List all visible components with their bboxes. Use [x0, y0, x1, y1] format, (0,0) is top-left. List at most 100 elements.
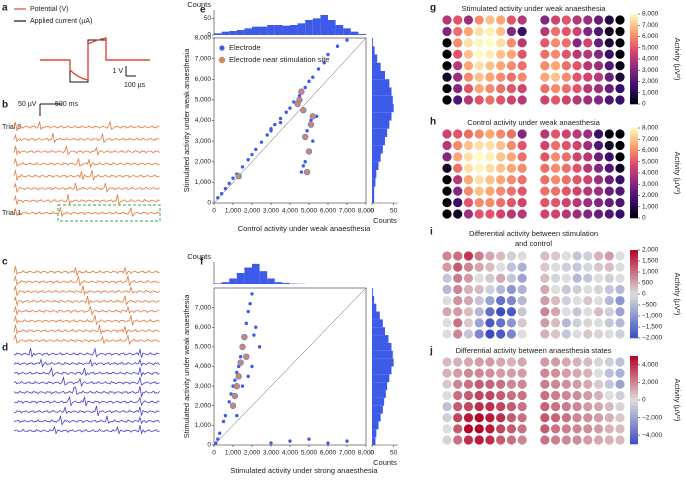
colorbar-segment	[630, 38, 638, 42]
colorbar-segment	[630, 305, 638, 309]
colorbar-tick-label: 8,000	[642, 11, 659, 18]
colorbar-segment	[630, 417, 638, 421]
electrode-dot	[463, 197, 474, 208]
electrode-dot	[615, 273, 625, 283]
data-point	[238, 354, 243, 359]
x-tick-label: 3,000	[263, 208, 280, 215]
electrode-dot	[496, 379, 506, 389]
electrode-dot	[540, 401, 550, 412]
electrode-dot	[453, 175, 463, 185]
data-point	[322, 61, 326, 65]
y-axis-label: Counts	[187, 0, 211, 9]
electrode-dot	[550, 129, 561, 139]
electrode-dot	[550, 72, 561, 82]
electrode-dot	[496, 209, 506, 219]
electrode-dot	[474, 38, 484, 48]
electrode-dot	[463, 307, 474, 317]
data-point	[303, 85, 307, 90]
electrode-dot	[561, 72, 571, 82]
electrode-dot	[561, 307, 571, 317]
data-point	[246, 157, 250, 162]
electrode-dot	[572, 251, 582, 261]
trace	[13, 333, 160, 346]
electrode-dot	[442, 390, 452, 401]
histogram-bar	[372, 145, 383, 154]
electrode-dot	[517, 186, 527, 196]
electrode-dot	[506, 95, 517, 105]
colorbar-segment	[630, 182, 638, 186]
electrode-dot	[550, 152, 561, 162]
colorbar-segment	[630, 317, 638, 321]
colorbar-segment	[630, 173, 638, 177]
electrode-dot	[583, 368, 593, 378]
electrode-dot	[604, 329, 614, 339]
electrode-dot	[506, 140, 517, 151]
electrode-dot	[453, 49, 463, 59]
colorbar-segment	[630, 197, 638, 201]
histogram-bar	[372, 327, 385, 336]
electrode-dot	[463, 163, 474, 173]
colorbar-segment	[630, 273, 638, 277]
colorbar-segment	[630, 53, 638, 57]
colorbar-segment	[630, 441, 638, 445]
histogram-bar	[372, 350, 393, 359]
electrode-dot	[540, 26, 550, 37]
electrode-dot	[583, 95, 593, 105]
electrode-dot	[593, 95, 604, 105]
colorbar-segment	[630, 367, 638, 371]
electrode-dot	[561, 390, 571, 401]
colorbar-segment	[630, 65, 638, 69]
colorbar-tick-label: 0	[642, 397, 646, 404]
electrode-dot	[615, 262, 625, 272]
histogram-bar	[259, 271, 268, 284]
colorbar-segment	[630, 56, 638, 60]
electrode-dot	[453, 152, 463, 162]
histogram-bar	[372, 54, 378, 63]
electrode-dot	[550, 262, 561, 272]
electrode-dot	[550, 175, 561, 185]
colorbar-tick-label: 6,000	[642, 33, 659, 40]
electrode-dot	[583, 61, 593, 71]
electrode-dot	[453, 186, 463, 196]
trial-label: Trial 8	[2, 124, 21, 131]
histogram-bar	[372, 421, 379, 430]
colorbar-segment	[630, 206, 638, 210]
histogram-bar	[372, 194, 375, 203]
electrode-dot	[496, 390, 506, 401]
electrode-dot	[615, 295, 625, 306]
electrode-dot	[485, 49, 495, 59]
electrode-dot	[550, 329, 561, 339]
electrode-dot	[517, 401, 527, 412]
electrode-dot	[540, 379, 550, 389]
electrode-dot	[517, 49, 527, 59]
histogram-bar	[335, 25, 344, 35]
electrode-dot	[485, 95, 495, 105]
colorbar-segment	[630, 296, 638, 301]
colorbar-segment	[630, 167, 638, 171]
histogram-bar	[372, 186, 375, 195]
colorbar-segment	[630, 302, 638, 307]
data-point	[231, 392, 239, 400]
data-point	[294, 100, 301, 108]
y-tick-label: 0	[207, 32, 211, 39]
electrode-dot	[506, 129, 517, 139]
histogram-bar	[312, 18, 321, 35]
data-point	[254, 147, 258, 152]
colorbar-tick-label: 3,000	[642, 181, 659, 188]
electrode-dot	[485, 262, 495, 272]
electrode-dot	[485, 357, 495, 367]
electrode-dot	[474, 15, 484, 25]
electrode-dot	[453, 197, 463, 208]
electrode-dot	[550, 140, 561, 151]
data-point	[216, 196, 220, 200]
electrode-dot	[550, 61, 561, 71]
histogram-bar	[282, 25, 290, 35]
scale-label: 1 V	[112, 68, 123, 75]
electrode-dot	[474, 163, 484, 173]
electrode-dot	[485, 401, 495, 412]
electrode-dot	[561, 95, 571, 105]
colorbar-tick-label: 7,000	[642, 136, 659, 143]
electrode-dot	[485, 390, 495, 401]
electrode-dot	[615, 318, 625, 328]
electrode-dot	[453, 251, 463, 261]
